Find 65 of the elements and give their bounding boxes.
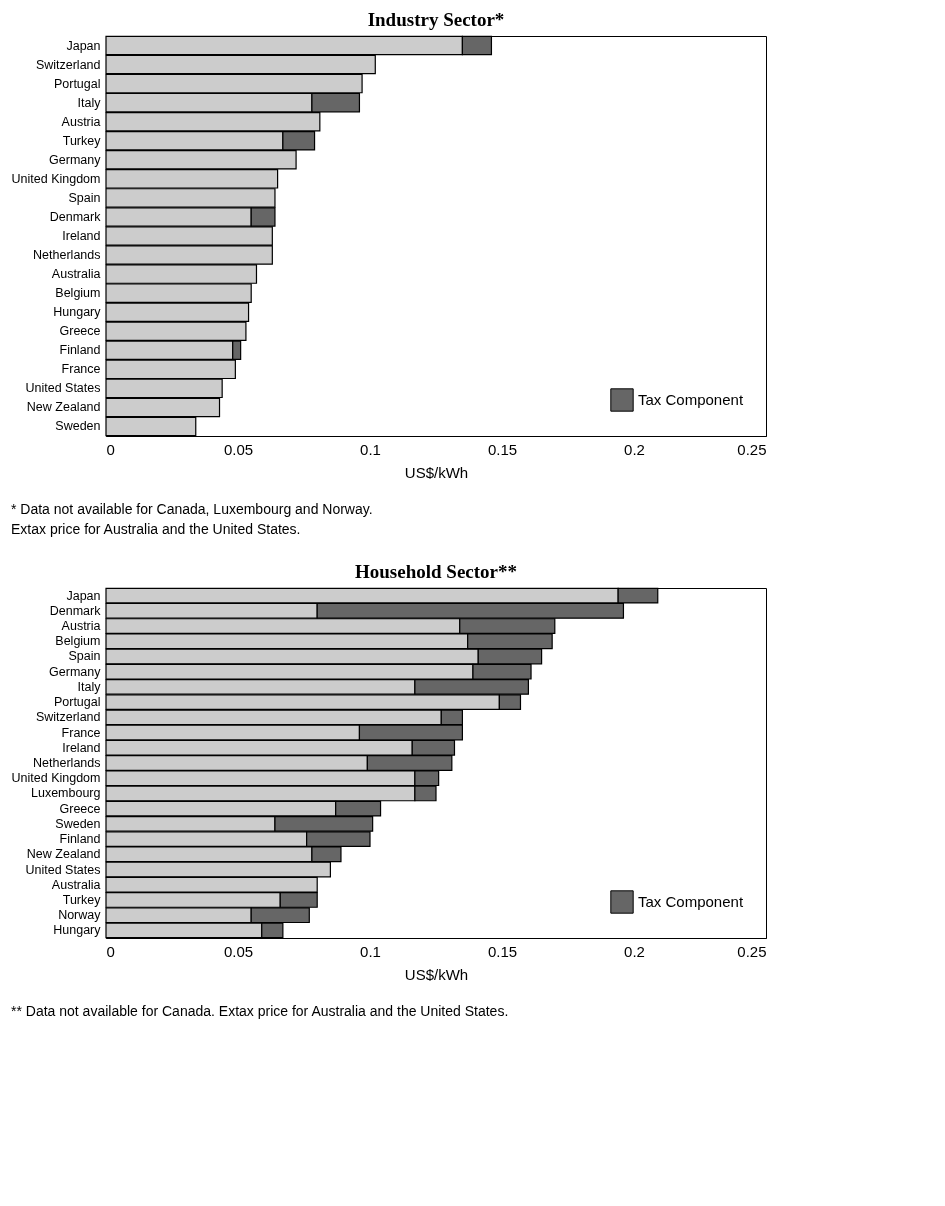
y-tick-label: Portugal <box>53 695 101 710</box>
x-tick-label: 0.2 <box>624 440 645 458</box>
y-tick-label: Spain <box>68 649 101 664</box>
legend-label: Tax Component <box>638 893 744 910</box>
y-tick-label: Turkey <box>62 892 102 907</box>
y-tick-label: Germany <box>49 152 102 167</box>
y-tick-label: Switzerland <box>35 57 101 72</box>
y-tick-label: Finland <box>59 343 101 358</box>
chart-title: Industry Sector* <box>367 8 505 30</box>
y-tick-label: Austria <box>61 619 101 634</box>
text: Extax price for Australia and the United States. <box>11 521 301 537</box>
y-tick-label: Austria <box>61 114 101 129</box>
x-tick-label: 0.1 <box>360 440 381 458</box>
y-tick-label: Greece <box>59 324 101 339</box>
y-tick-label: Germany <box>49 664 102 679</box>
y-tick-label: Norway <box>58 908 102 923</box>
y-tick-label: Sweden <box>55 816 101 831</box>
y-tick-label: Japan <box>66 38 101 53</box>
y-tick-label: Italy <box>77 679 102 694</box>
y-tick-label: United States <box>25 381 101 396</box>
y-tick-label: Finland <box>59 832 101 847</box>
y-tick-label: Australia <box>51 877 101 892</box>
y-tick-label: Portugal <box>53 76 101 91</box>
text: * Data not available for Canada, Luxembourg and Norway. <box>11 501 373 517</box>
y-tick-label: New Zealand <box>26 847 101 862</box>
x-tick-label: 0.15 <box>487 942 518 960</box>
y-tick-label: United Kingdom <box>11 771 101 786</box>
y-tick-label: Greece <box>59 801 101 816</box>
y-tick-label: Netherlands <box>33 756 101 770</box>
chart-title: Household Sector** <box>354 560 518 582</box>
x-tick-label: 0.05 <box>223 440 254 458</box>
y-tick-label: Switzerland <box>35 710 101 725</box>
x-tick-label: 0.2 <box>624 942 645 960</box>
x-tick-label: 0.1 <box>360 942 381 960</box>
y-tick-label: Denmark <box>49 603 102 618</box>
text: ** Data not available for Canada. Extax price for Australia and the United States. <box>11 1003 509 1019</box>
y-tick-label: Hungary <box>53 305 102 320</box>
x-axis-title: US$/kWh <box>404 463 469 481</box>
y-tick-label: Turkey <box>62 133 102 148</box>
y-tick-label: Luxembourg <box>31 786 101 801</box>
x-axis-title: US$/kWh <box>404 965 469 983</box>
y-tick-label: New Zealand <box>26 400 101 415</box>
x-tick-label: 0.15 <box>487 440 518 458</box>
y-tick-label: Ireland <box>62 229 101 243</box>
x-tick-label: 0 <box>106 440 115 458</box>
y-tick-label: Spain <box>68 190 101 205</box>
y-tick-label: United States <box>25 862 101 877</box>
y-tick-label: France <box>61 725 101 740</box>
y-tick-label: United Kingdom <box>11 171 101 186</box>
x-tick-label: 0.05 <box>223 942 254 960</box>
y-tick-label: Denmark <box>49 209 102 224</box>
y-tick-label: Belgium <box>55 286 101 301</box>
y-tick-label: France <box>61 362 101 377</box>
y-tick-label: Sweden <box>55 419 101 434</box>
x-tick-label: 0 <box>106 942 115 960</box>
y-tick-label: Netherlands <box>33 248 101 263</box>
y-tick-label: Australia <box>51 267 101 282</box>
x-tick-label: 0.25 <box>737 942 767 960</box>
legend-label: Tax Component <box>638 391 744 408</box>
y-tick-label: Ireland <box>62 740 101 755</box>
y-tick-label: Belgium <box>55 634 101 649</box>
y-tick-label: Japan <box>66 588 101 603</box>
y-tick-label: Italy <box>77 95 102 110</box>
x-tick-label: 0.25 <box>737 440 767 458</box>
y-tick-label: Hungary <box>53 923 102 938</box>
